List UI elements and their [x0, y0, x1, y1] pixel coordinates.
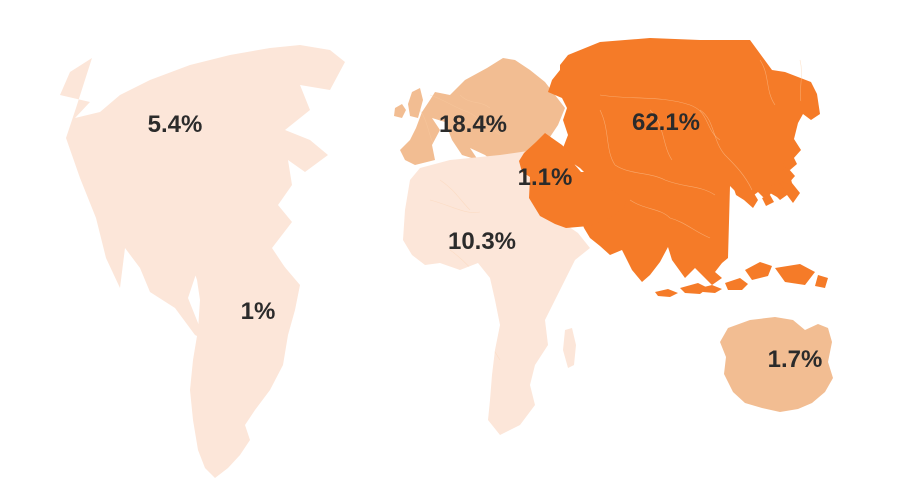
svg-text:1%: 1% [241, 298, 276, 325]
svg-text:62.1%: 62.1% [632, 109, 700, 136]
svg-text:5.4%: 5.4% [148, 111, 203, 138]
svg-text:18.4%: 18.4% [439, 111, 507, 138]
svg-text:1.7%: 1.7% [768, 346, 823, 373]
svg-text:10.3%: 10.3% [448, 228, 516, 255]
svg-text:1.1%: 1.1% [518, 164, 573, 191]
